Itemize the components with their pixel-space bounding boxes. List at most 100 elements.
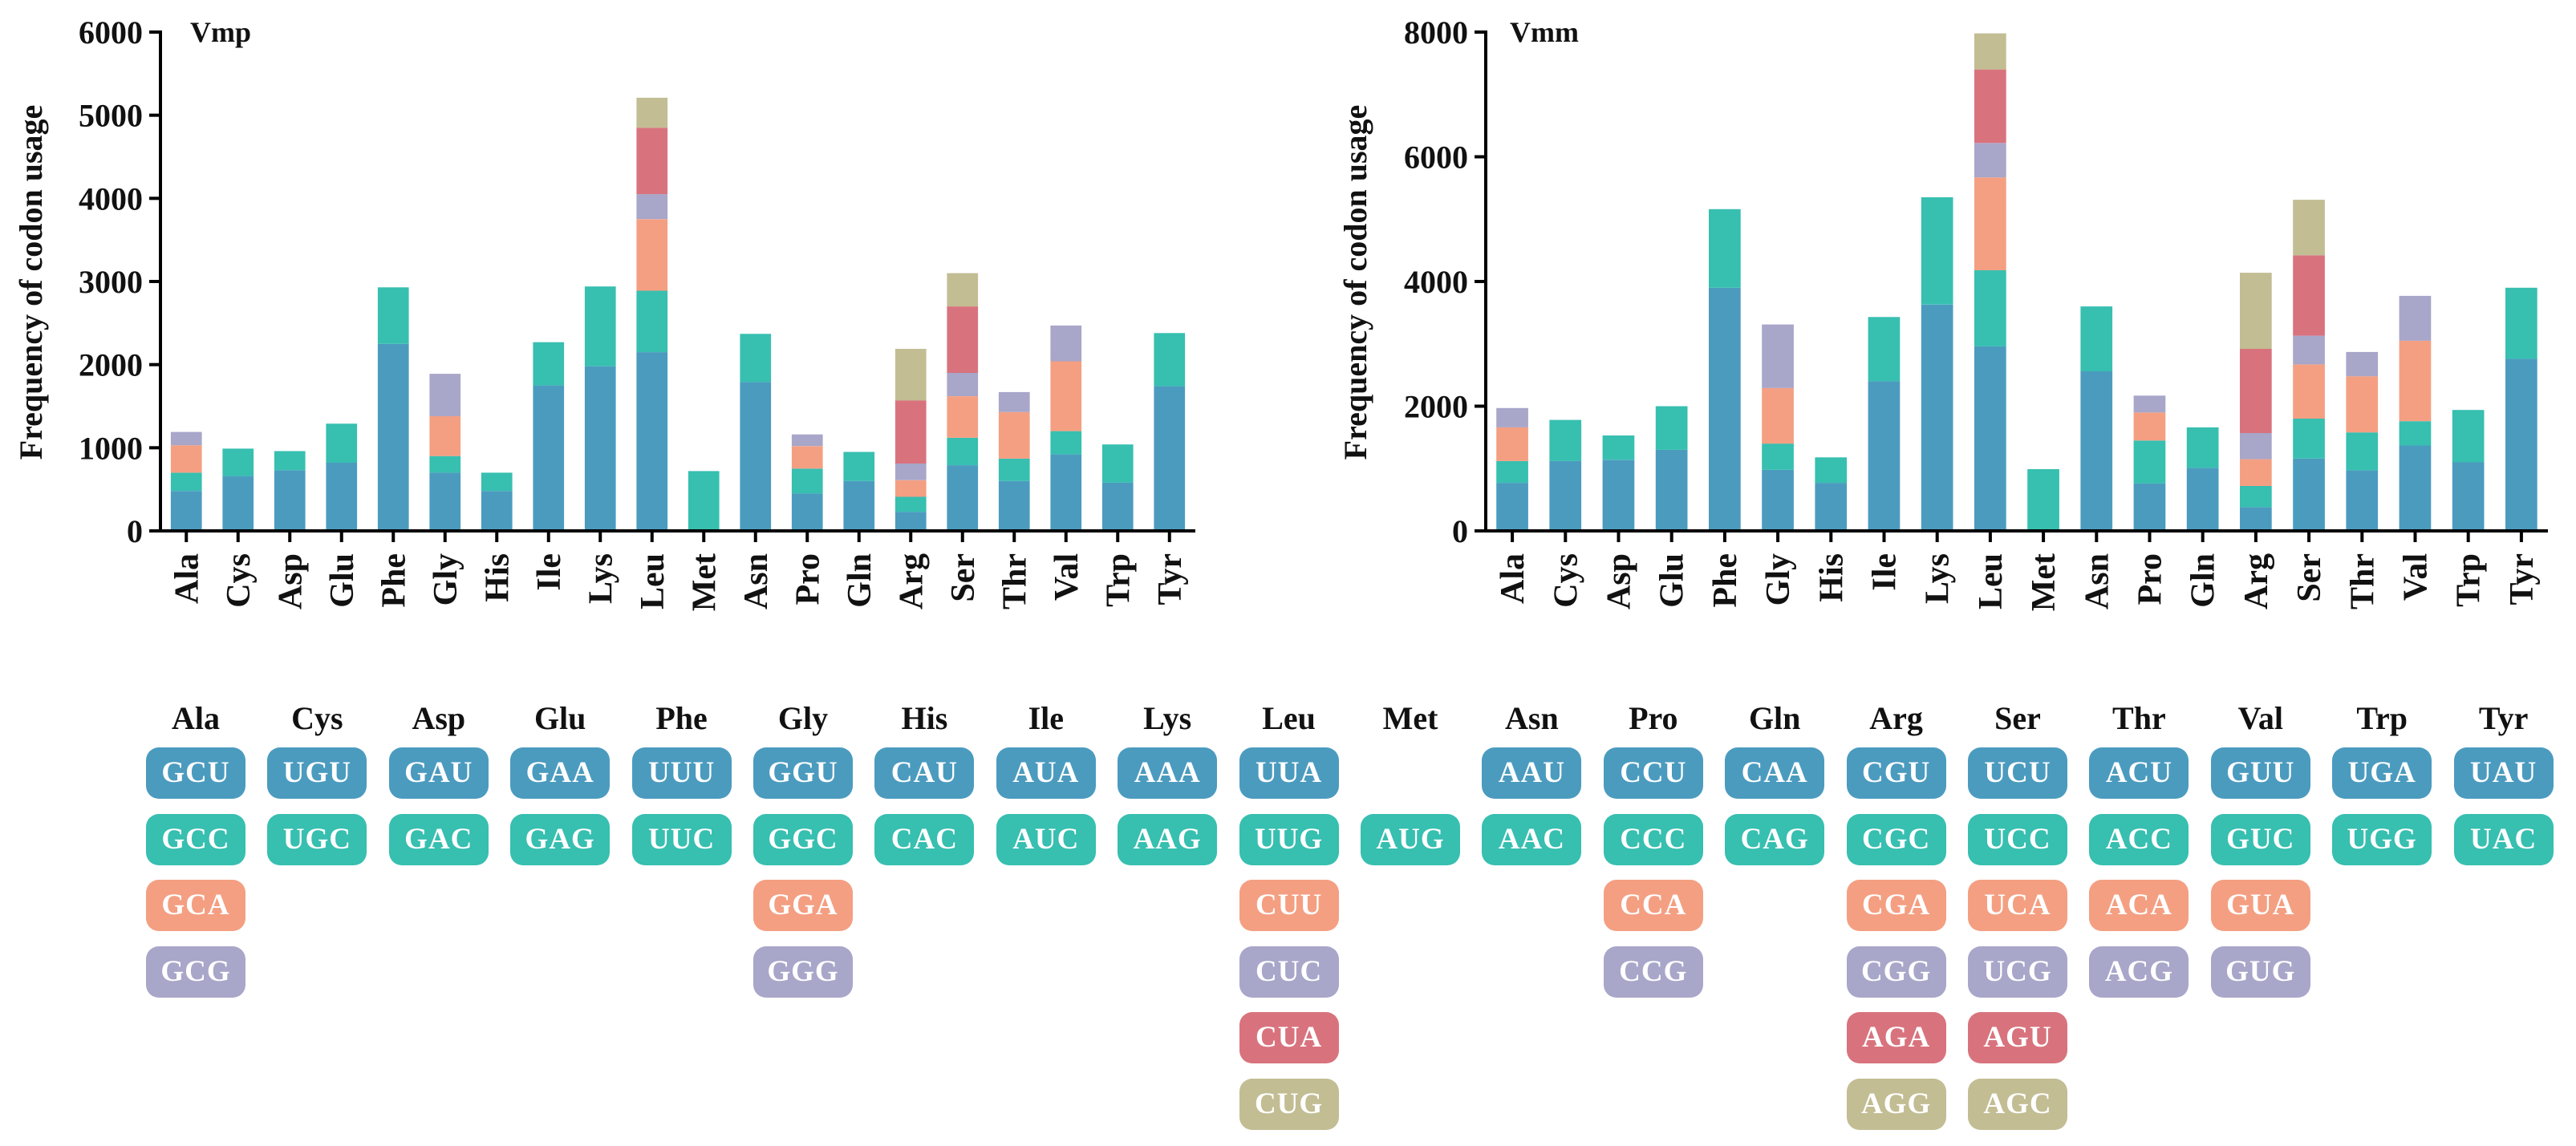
bar-segment bbox=[2293, 200, 2325, 256]
bar-segment bbox=[1154, 333, 1186, 387]
codon-chip-agg: AGG bbox=[1846, 1078, 1946, 1130]
codon-chip-gcu: GCU bbox=[146, 747, 245, 799]
bar-segment bbox=[170, 472, 202, 492]
bar-segment bbox=[1101, 482, 1134, 531]
bar-segment bbox=[429, 374, 461, 416]
x-tick-label: Tyr bbox=[1152, 553, 1189, 605]
bar-segment bbox=[170, 491, 202, 531]
codon-chip-cac: CAC bbox=[874, 813, 975, 865]
bar-segment bbox=[1655, 449, 1688, 531]
bar-segment bbox=[2452, 462, 2485, 531]
x-tick-label: His bbox=[479, 553, 516, 602]
bar-segment bbox=[947, 306, 979, 373]
bar-segment bbox=[1496, 407, 1528, 427]
y-tick-label: 2000 bbox=[79, 347, 143, 383]
bar-segment bbox=[1549, 460, 1582, 531]
bar-segment bbox=[1496, 483, 1528, 531]
codon-chip-aca: ACA bbox=[2089, 880, 2189, 931]
x-tick-label: Asp bbox=[1601, 553, 1638, 609]
bar-segment bbox=[2293, 255, 2325, 336]
y-tick-label: 1000 bbox=[79, 430, 143, 466]
codon-chip-ggg: GGG bbox=[753, 946, 853, 998]
y-tick-label: 3000 bbox=[79, 264, 143, 300]
bar-segment bbox=[222, 476, 254, 531]
codon-chip-cau: CAU bbox=[874, 747, 975, 799]
bar-segment bbox=[1709, 209, 1741, 288]
bar-segment bbox=[2240, 432, 2272, 460]
y-tick-label: 4000 bbox=[79, 180, 143, 217]
chart-title: Vmp bbox=[190, 16, 251, 48]
codon-chip-gcg: GCG bbox=[146, 946, 245, 998]
bar-segment bbox=[895, 512, 927, 531]
bar-segment bbox=[481, 472, 513, 492]
legend-amino-acid-ile: Ile bbox=[1028, 700, 1065, 736]
bar-segment bbox=[791, 468, 823, 494]
bar-segment bbox=[1050, 325, 1082, 362]
bar-segment bbox=[895, 349, 927, 401]
codon-chip-gua: GUA bbox=[2210, 880, 2310, 931]
codon-chip-ccg: CCG bbox=[1603, 946, 1703, 998]
y-tick-label: 2000 bbox=[1404, 389, 1468, 425]
codon-chip-gag: GAG bbox=[510, 813, 611, 865]
bar-segment bbox=[636, 352, 668, 531]
x-tick-label: Trp bbox=[1100, 553, 1137, 607]
codon-chip-gug: GUG bbox=[2210, 946, 2310, 998]
codon-usage-charts: Ala Cys Asp Glu Phe Gly His Ile Lys Leu Met Asn Pro G… bbox=[13, 14, 2548, 611]
bar-segment bbox=[2346, 432, 2379, 471]
bar-segment bbox=[998, 458, 1030, 481]
legend-amino-acid-ser: Ser bbox=[1994, 700, 2041, 736]
x-tick-label: Ala bbox=[1495, 553, 1531, 604]
codon-chip-aac: AAC bbox=[1482, 813, 1582, 865]
chart-vmm: Ala Cys Asp Glu Phe Gly His Ile Lys Leu Met Asn Pro G… bbox=[1337, 14, 2548, 611]
codon-chip-ccu: CCU bbox=[1603, 747, 1703, 799]
codon-chip-uga: UGA bbox=[2332, 747, 2432, 799]
x-tick-label: Leu bbox=[635, 553, 671, 609]
codon-chip-gau: GAU bbox=[388, 747, 489, 799]
x-tick-label: Val bbox=[2398, 553, 2435, 601]
bar-segment bbox=[2399, 445, 2432, 531]
bar-segment bbox=[2240, 273, 2272, 349]
bar-segment bbox=[429, 415, 461, 456]
legend-amino-acid-val: Val bbox=[2237, 700, 2283, 736]
bar-segment bbox=[2240, 486, 2272, 508]
bar-segment bbox=[2240, 459, 2272, 486]
codon-chip-aaa: AAA bbox=[1118, 747, 1218, 799]
bar-segment bbox=[2133, 412, 2166, 441]
codon-chip-ugu: UGU bbox=[267, 747, 367, 799]
y-tick-label: 5000 bbox=[79, 98, 143, 134]
codon-chip-ucu: UCU bbox=[1968, 747, 2067, 799]
bar-segment bbox=[274, 470, 306, 531]
bar-segment bbox=[2133, 483, 2166, 531]
x-tick-label: Leu bbox=[1973, 553, 2010, 609]
bar-segment bbox=[533, 385, 565, 531]
bar-segment bbox=[2293, 419, 2325, 459]
codon-chip-uau: UAU bbox=[2453, 747, 2554, 799]
codon-chip-ucc: UCC bbox=[1968, 813, 2067, 865]
bar-segment bbox=[895, 464, 927, 480]
chart-title: Vmm bbox=[1510, 16, 1579, 48]
bar-segment bbox=[1602, 460, 1635, 531]
x-tick-label: Cys bbox=[1548, 553, 1584, 608]
y-axis-label: Frequency of codon usage bbox=[13, 105, 49, 460]
codon-chip-uuu: UUU bbox=[631, 747, 732, 799]
codon-chip-cag: CAG bbox=[1725, 813, 1825, 865]
x-tick-label: Thr bbox=[996, 553, 1033, 609]
bar-segment bbox=[740, 334, 772, 383]
x-tick-label: Arg bbox=[2238, 553, 2275, 609]
bar-segment bbox=[222, 448, 254, 476]
bar-segment bbox=[2399, 295, 2432, 341]
codon-chip-cuu: CUU bbox=[1239, 880, 1339, 931]
bar-segment bbox=[2293, 335, 2325, 365]
bar-segment bbox=[688, 471, 720, 531]
codon-chip-acc: ACC bbox=[2089, 813, 2189, 865]
x-tick-label: Gly bbox=[428, 553, 464, 605]
x-tick-label: Tyr bbox=[2504, 553, 2541, 605]
bar-segment bbox=[1868, 381, 1901, 531]
x-tick-label: Glu bbox=[1654, 553, 1691, 608]
bar-segment bbox=[2505, 287, 2537, 359]
bar-segment bbox=[1762, 443, 1794, 470]
codon-chip-cga: CGA bbox=[1846, 880, 1946, 931]
x-tick-label: Asp bbox=[272, 553, 309, 609]
codon-chip-uug: UUG bbox=[1239, 813, 1339, 865]
